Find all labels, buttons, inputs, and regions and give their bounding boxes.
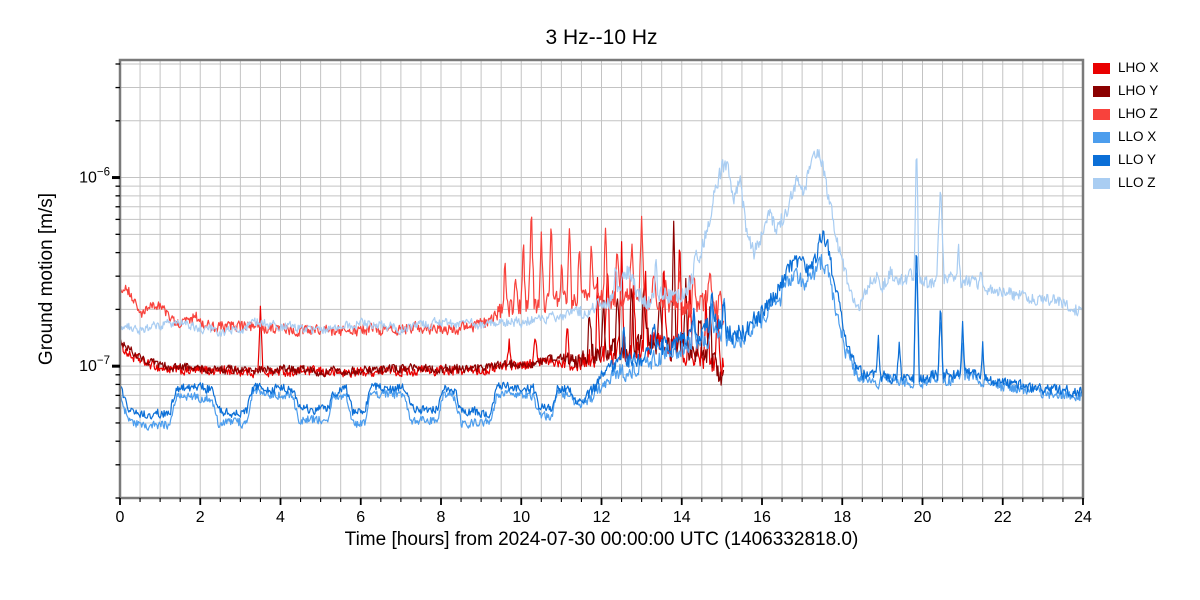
y-tick-label: 10−6 — [79, 167, 110, 187]
legend-label-llo-y: LLO Y — [1118, 152, 1157, 167]
x-tick-label: 8 — [437, 509, 446, 526]
x-tick-label: 14 — [673, 509, 691, 526]
legend-item-llo-y: LLO Y — [1093, 152, 1159, 168]
legend-item-lho-x: LHO X — [1093, 60, 1159, 76]
legend-swatch-lho-y — [1093, 85, 1110, 97]
grid-layer — [120, 60, 1083, 498]
series-line-lho-y — [120, 220, 725, 386]
x-axis-label: Time [hours] from 2024-07-30 00:00:00 UT… — [344, 529, 859, 550]
y-tick-label: 10−7 — [79, 355, 110, 375]
legend-label-lho-z: LHO Z — [1118, 106, 1158, 121]
legend-item-lho-z: LHO Z — [1093, 106, 1159, 122]
x-tick-label: 12 — [593, 509, 611, 526]
series-line-llo-z — [120, 149, 1083, 337]
x-tick-label: 0 — [116, 509, 125, 526]
x-tick-label: 16 — [753, 509, 771, 526]
x-tick-label: 2 — [196, 509, 205, 526]
tick-layer — [112, 63, 1084, 505]
chart-title: 3 Hz--10 Hz — [545, 26, 658, 49]
x-tick-label: 22 — [994, 509, 1012, 526]
series-layer — [120, 149, 1083, 431]
legend: LHO X LHO Y LHO Z LLO X LLO Y LLO Z — [1093, 60, 1159, 198]
legend-label-llo-z: LLO Z — [1118, 175, 1156, 190]
y-axis-label: Ground motion [m/s] — [36, 192, 57, 366]
x-tick-label: 18 — [833, 509, 851, 526]
legend-swatch-lho-z — [1093, 108, 1110, 120]
legend-swatch-lho-x — [1093, 62, 1110, 74]
legend-label-lho-x: LHO X — [1118, 60, 1159, 75]
x-tick-label: 6 — [356, 509, 365, 526]
series-line-llo-y — [120, 230, 1083, 420]
series-line-lho-z — [120, 215, 725, 337]
legend-item-llo-z: LLO Z — [1093, 175, 1159, 191]
legend-swatch-llo-y — [1093, 154, 1110, 166]
series-line-llo-x — [120, 254, 1083, 431]
legend-item-llo-x: LLO X — [1093, 129, 1159, 145]
x-tick-label: 4 — [276, 509, 285, 526]
legend-label-llo-x: LLO X — [1118, 129, 1157, 144]
legend-swatch-llo-z — [1093, 177, 1110, 189]
legend-item-lho-y: LHO Y — [1093, 83, 1159, 99]
legend-label-lho-y: LHO Y — [1118, 83, 1159, 98]
x-tick-label: 24 — [1074, 509, 1092, 526]
x-tick-label: 10 — [512, 509, 530, 526]
x-tick-label: 20 — [914, 509, 932, 526]
legend-swatch-llo-x — [1093, 131, 1110, 143]
